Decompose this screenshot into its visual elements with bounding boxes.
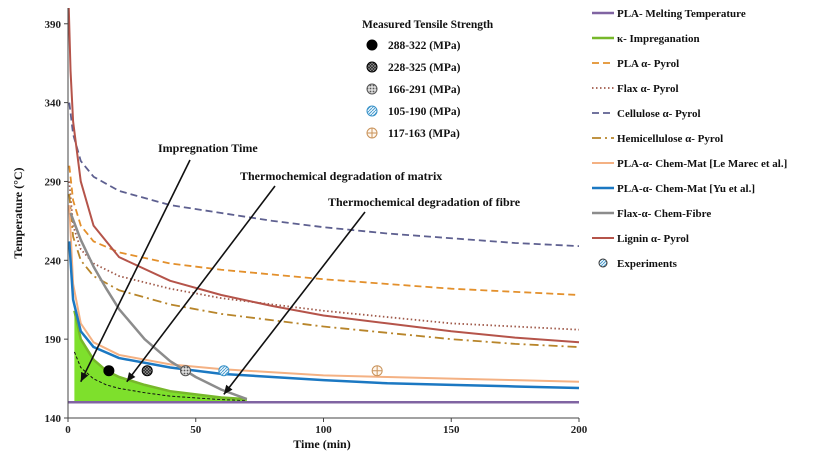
measured-legend-marker <box>366 127 378 139</box>
annotation-arrowhead <box>80 371 89 382</box>
legend-label: κ- Impreganation <box>617 33 700 45</box>
measured-legend-marker <box>366 105 378 117</box>
experiment-marker <box>371 365 383 377</box>
measured-legend-label: 166-291 (MPa) <box>388 84 461 96</box>
experiment-markers <box>103 365 383 377</box>
experiment-marker <box>218 365 230 377</box>
legend-label: Hemicellulose α- Pyrol <box>617 133 723 145</box>
annotation-label: Thermochemical degradation of matrix <box>240 169 442 183</box>
y-tick-label: 190 <box>45 334 62 346</box>
x-tick-label: 100 <box>315 424 332 436</box>
legend-label: Flax α- Pyrol <box>617 83 679 95</box>
y-tick-label: 140 <box>45 413 62 425</box>
y-tick-label: 390 <box>45 19 62 31</box>
measured-legend-label: 105-190 (MPa) <box>388 106 461 118</box>
impregnation-lower-boundary <box>73 351 247 401</box>
series-line-4 <box>68 102 580 248</box>
series-line-6 <box>68 205 580 383</box>
series-line-8 <box>69 212 248 401</box>
x-tick-label: 200 <box>571 424 588 436</box>
legend-label: Lignin α- Pyrol <box>617 233 689 245</box>
series-legend: PLA- Melting Temperature κ- Impreganation… <box>592 8 787 270</box>
measured-legend-marker <box>366 83 378 95</box>
measured-legend-title: Measured Tensile Strength <box>362 19 494 31</box>
annotation-label: Impregnation Time <box>158 141 258 155</box>
x-tick-label: 0 <box>65 424 71 436</box>
series-line-3 <box>68 181 580 331</box>
experiment-marker <box>103 365 115 377</box>
legend-experiments-marker <box>598 258 608 268</box>
legend-label: Flax-α- Chem-Fibre <box>617 208 711 220</box>
experiment-marker <box>141 365 153 377</box>
series-lines <box>67 7 580 404</box>
legend-label: PLA α- Pyrol <box>617 58 679 70</box>
legend-label: PLA-α- Chem-Mat [Yu et al.] <box>617 183 755 195</box>
x-axis-title: Time (min) <box>293 437 350 451</box>
legend-label: Cellulose α- Pyrol <box>617 108 701 120</box>
annotation-arrow <box>223 211 366 395</box>
annotations: Impregnation Time Thermochemical degradat… <box>80 141 521 395</box>
series-line-5 <box>68 193 580 348</box>
experiment-marker <box>180 365 192 377</box>
series-line-2 <box>68 165 580 296</box>
measured-legend-label: 228-325 (MPa) <box>388 62 461 74</box>
y-axis-title: Temperature (°C) <box>11 167 25 258</box>
legend-label: PLA- Melting Temperature <box>617 8 746 20</box>
series-line-1 <box>73 310 247 401</box>
measured-strength-legend: Measured Tensile Strength 288-322 (MPa) 2… <box>362 19 494 140</box>
measured-legend-label: 117-163 (MPa) <box>388 128 460 140</box>
measured-legend-label: 288-322 (MPa) <box>388 40 461 52</box>
y-tick-label: 290 <box>45 176 62 188</box>
annotation-arrowhead <box>223 384 233 395</box>
impregnation-region <box>73 310 247 403</box>
series-line-9 <box>67 7 580 344</box>
ticks: 0 50 100 150 200 140 190 240 290 340 390 <box>45 19 588 436</box>
annotation-arrow <box>126 185 276 383</box>
measured-legend-marker <box>366 61 378 73</box>
legend-label: PLA-α- Chem-Mat [Le Marec et al.] <box>617 158 787 170</box>
measured-legend-marker <box>366 39 378 51</box>
x-tick-label: 150 <box>443 424 460 436</box>
annotation-label: Thermochemical degradation of fibre <box>328 195 521 209</box>
y-tick-label: 340 <box>45 98 62 110</box>
annotation-arrowhead <box>126 372 136 382</box>
x-tick-label: 50 <box>190 424 202 436</box>
axes <box>67 8 579 419</box>
impregnation-fill <box>74 310 247 403</box>
y-tick-label: 240 <box>45 255 62 267</box>
legend-label-experiments: Experiments <box>617 258 678 270</box>
annotation-arrow <box>80 159 191 383</box>
